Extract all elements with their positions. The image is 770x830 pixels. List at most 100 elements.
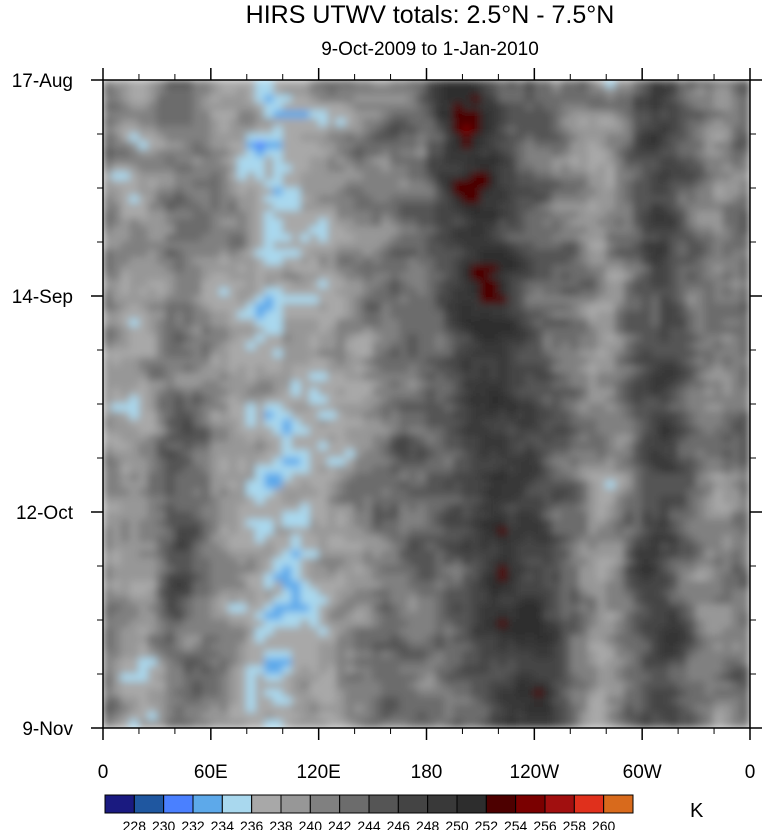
heatmap-cell: [569, 357, 580, 366]
heatmap-cell: [560, 488, 571, 497]
heatmap-cell: [300, 557, 311, 567]
heatmap-cell: [345, 195, 355, 204]
heatmap-cell: [614, 287, 625, 297]
heatmap-cell: [372, 527, 382, 536]
heatmap-cell: [542, 542, 553, 551]
heatmap-cell: [632, 596, 643, 605]
heatmap-cell: [255, 573, 266, 582]
heatmap-cell: [704, 241, 715, 251]
heatmap-cell: [587, 172, 598, 181]
heatmap-cell: [264, 110, 275, 119]
heatmap-cell: [372, 488, 382, 497]
heatmap-cell: [489, 164, 499, 173]
heatmap-cell: [731, 156, 742, 166]
heatmap-cell: [147, 596, 158, 605]
heatmap-cell: [641, 125, 652, 135]
heatmap-cell: [677, 542, 688, 551]
heatmap-cell: [524, 557, 535, 567]
heatmap-cell: [524, 141, 535, 150]
heatmap-cell: [740, 480, 750, 490]
heatmap-cell: [426, 141, 436, 150]
heatmap-cell: [129, 372, 140, 382]
heatmap-cell: [237, 341, 248, 351]
heatmap-cell: [587, 257, 598, 266]
heatmap-cell: [560, 442, 571, 451]
heatmap-cell: [695, 426, 706, 436]
heatmap-cell: [111, 133, 122, 143]
heatmap-cell: [677, 102, 688, 112]
heatmap-cell: [417, 241, 427, 251]
heatmap-cell: [300, 187, 311, 197]
heatmap-cell: [551, 557, 562, 567]
heatmap-cell: [408, 318, 418, 328]
heatmap-cell: [408, 187, 418, 197]
heatmap-cell: [578, 195, 589, 204]
heatmap-cell: [533, 426, 544, 436]
heatmap-cell: [354, 118, 364, 127]
heatmap-cell: [569, 110, 580, 119]
heatmap-cell: [408, 457, 418, 467]
heatmap-cell: [282, 434, 293, 443]
heatmap-cell: [273, 488, 284, 497]
heatmap-cell: [309, 426, 320, 436]
heatmap-cell: [533, 465, 544, 474]
heatmap-cell: [183, 264, 194, 274]
heatmap-cell: [668, 480, 679, 490]
heatmap-cell: [120, 280, 131, 289]
heatmap-cell: [507, 264, 517, 274]
heatmap-cell: [318, 149, 329, 158]
heatmap-cell: [623, 596, 634, 605]
heatmap-cell: [569, 334, 580, 343]
heatmap-cell: [659, 557, 670, 567]
heatmap-cell: [695, 565, 706, 575]
heatmap-cell: [363, 403, 373, 413]
heatmap-cell: [596, 179, 607, 189]
heatmap-cell: [480, 457, 490, 467]
heatmap-cell: [156, 102, 167, 112]
heatmap-cell: [435, 557, 445, 567]
heatmap-cell: [381, 257, 391, 266]
heatmap-cell: [614, 233, 625, 243]
heatmap-cell: [336, 272, 346, 281]
heatmap-cell: [174, 203, 185, 212]
heatmap-cell: [120, 233, 131, 243]
heatmap-cell: [453, 172, 463, 181]
heatmap-cell: [381, 588, 391, 598]
heatmap-cell: [156, 596, 167, 605]
heatmap-cell: [237, 534, 248, 544]
heatmap-cell: [210, 110, 221, 119]
heatmap-cell: [417, 573, 427, 582]
heatmap-cell: [120, 357, 131, 366]
heatmap-cell: [183, 527, 194, 536]
heatmap-cell: [103, 118, 113, 127]
heatmap-cell: [381, 496, 391, 505]
heatmap-cell: [147, 457, 158, 467]
heatmap-cell: [632, 187, 643, 197]
heatmap-cell: [138, 149, 149, 158]
heatmap-cell: [201, 118, 212, 127]
heatmap-cell: [417, 426, 427, 436]
heatmap-cell: [228, 311, 239, 320]
heatmap-cell: [444, 233, 454, 243]
heatmap-cell: [327, 372, 338, 382]
heatmap-cell: [444, 303, 454, 312]
heatmap-cell: [210, 488, 221, 497]
heatmap-cell: [327, 611, 338, 621]
heatmap-cell: [327, 149, 338, 158]
heatmap-cell: [713, 388, 724, 397]
heatmap-cell: [390, 80, 400, 89]
heatmap-cell: [345, 311, 355, 320]
heatmap-cell: [156, 287, 167, 297]
heatmap-cell: [103, 311, 113, 320]
heatmap-cell: [686, 449, 697, 459]
heatmap-cell: [551, 334, 562, 343]
heatmap-cell: [740, 519, 750, 528]
heatmap-cell: [507, 465, 517, 474]
heatmap-cell: [740, 241, 750, 251]
heatmap-cell: [390, 457, 400, 467]
heatmap-cell: [722, 503, 733, 513]
heatmap-cell: [578, 125, 589, 135]
heatmap-cell: [453, 442, 463, 451]
heatmap-cell: [309, 588, 320, 598]
heatmap-cell: [704, 534, 715, 544]
